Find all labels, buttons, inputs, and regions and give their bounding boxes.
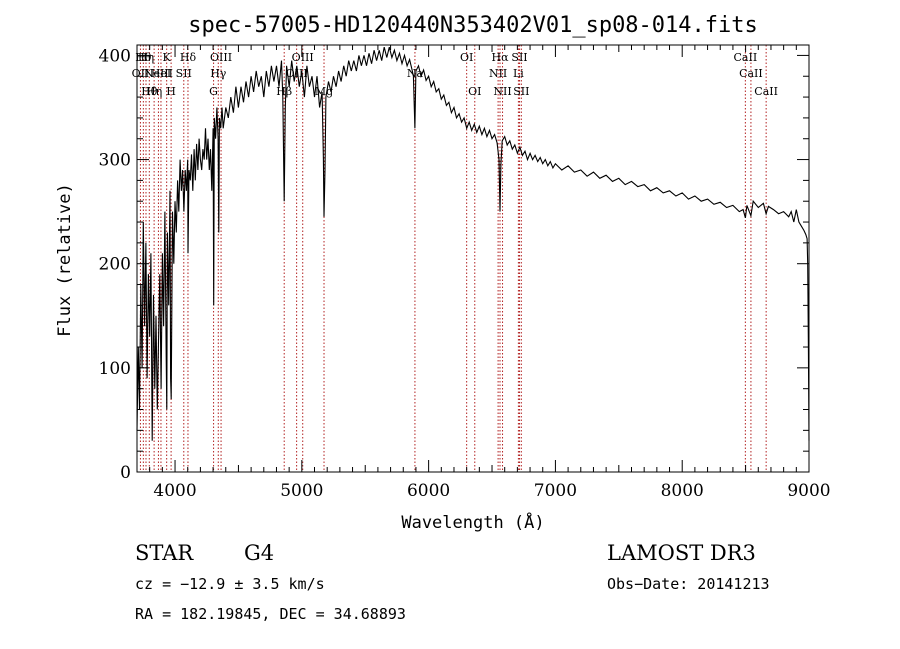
spectral-line-label: CaII bbox=[734, 51, 758, 64]
spectral-line-label: HeI bbox=[151, 67, 171, 80]
plot-frame bbox=[136, 44, 810, 473]
spectrum-line bbox=[136, 46, 810, 441]
spectral-line-label: Hδ bbox=[180, 51, 197, 64]
spectral-line-label: Hη bbox=[138, 51, 154, 64]
spectral-line-label: Li bbox=[513, 67, 524, 80]
spectral-line-labels: OIIHθHηHθHηNeIIIHeIKHSIIHδGHγOIIIHβOIIIO… bbox=[132, 51, 778, 98]
spectral-line-label: K bbox=[163, 51, 172, 64]
spectral-line-label: OI bbox=[460, 51, 473, 64]
spectral-line-label: Hη bbox=[146, 85, 162, 98]
chart-title: spec-57005-HD120440N353402V01_sp08-014.f… bbox=[188, 13, 758, 38]
spectral-line-label: Hα bbox=[491, 51, 509, 64]
y-tick-label: 100 bbox=[99, 359, 131, 379]
y-tick-label: 200 bbox=[99, 255, 131, 275]
x-tick-label: 7000 bbox=[534, 481, 577, 501]
x-axis-label: Wavelength (Å) bbox=[401, 511, 544, 533]
coordinates-readout: RA = 182.19845, DEC = 34.68893 bbox=[135, 605, 406, 623]
spectral-line-label: H bbox=[166, 85, 176, 98]
spectral-line-label: OII bbox=[132, 67, 150, 80]
object-class: STAR bbox=[135, 541, 194, 565]
survey-name: LAMOST DR3 bbox=[607, 541, 756, 565]
y-axis-ticks: 0 100 200 300 400 bbox=[99, 46, 809, 483]
spectral-line-label: Na bbox=[407, 67, 424, 80]
y-tick-label: 300 bbox=[99, 151, 131, 171]
spectral-line-label: CaII bbox=[739, 67, 763, 80]
x-tick-label: 6000 bbox=[407, 481, 450, 501]
spectral-line-label: OIII bbox=[210, 51, 232, 64]
object-subclass: G4 bbox=[244, 541, 274, 565]
x-tick-label: 5000 bbox=[280, 481, 323, 501]
spectral-line-label: NII bbox=[489, 67, 507, 80]
x-tick-label: 9000 bbox=[787, 481, 830, 501]
spectral-line-label: Hγ bbox=[210, 67, 227, 80]
spectral-line-label: Hβ bbox=[276, 85, 292, 98]
spectral-line-label: Mg bbox=[315, 85, 333, 98]
spectral-line-label: SII bbox=[513, 85, 529, 98]
observation-date: Obs−Date: 20141213 bbox=[607, 575, 770, 593]
x-tick-label: 4000 bbox=[153, 481, 196, 501]
y-tick-label: 400 bbox=[99, 46, 131, 66]
spectral-line-label: NII bbox=[493, 85, 511, 98]
spectral-line-markers bbox=[139, 45, 767, 472]
spectral-line-label: Hθ bbox=[135, 51, 152, 64]
redshift-readout: cz = −12.9 ± 3.5 km/s bbox=[135, 575, 325, 593]
spectral-line-label: Hθ bbox=[141, 85, 158, 98]
spectral-line-label: OI bbox=[468, 85, 481, 98]
y-tick-label: 0 bbox=[120, 463, 131, 483]
spectral-line-label: CaII bbox=[754, 85, 778, 98]
y-axis-label: Flux (relative) bbox=[55, 183, 75, 337]
spectral-line-label: SII bbox=[511, 51, 527, 64]
x-axis-ticks: 4000 5000 6000 7000 8000 9000 bbox=[136, 45, 831, 501]
spectral-line-label: G bbox=[209, 85, 218, 98]
spectral-line-label: SII bbox=[176, 67, 192, 80]
spectral-line-label: OIII bbox=[292, 51, 314, 64]
spectral-line-label: NeIII bbox=[144, 67, 173, 80]
x-tick-label: 8000 bbox=[661, 481, 704, 501]
